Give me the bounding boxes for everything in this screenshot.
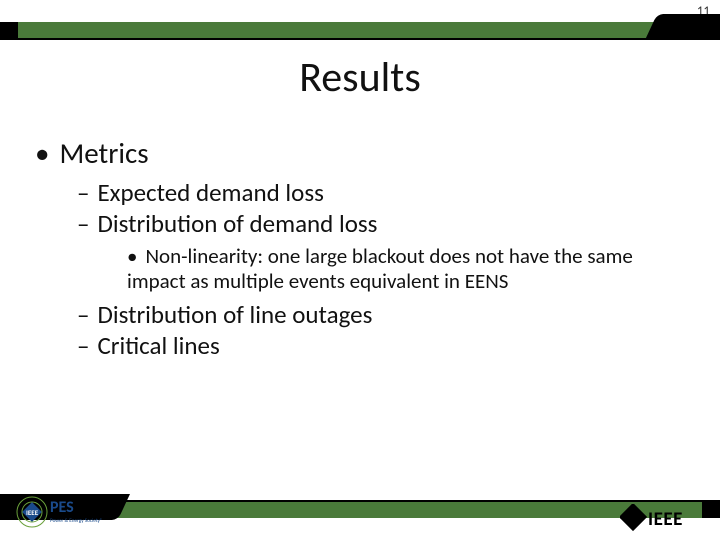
bullet-marker: – [77,299,89,330]
bullet-text: Critical lines [97,330,219,361]
top-bar-segment [18,22,660,38]
ieee-logo: IEEE [620,504,706,534]
bullet-text: Metrics [59,135,148,171]
top-bar-cap [645,14,720,40]
slide-title: Results [0,52,720,103]
bullet-text: Expected demand loss [97,177,323,208]
bottom-bar-segment [115,502,702,518]
bullet-marker: • [35,135,49,171]
pes-logo: IEEE PES Power & Energy Society® [12,490,102,538]
svg-text:Power & Energy Society®: Power & Energy Society® [50,517,102,524]
bullet-level1: • Metrics [35,135,685,171]
bullet-marker: • [127,243,137,269]
bullet-marker: – [77,177,89,208]
svg-text:IEEE: IEEE [648,508,683,531]
top-accent-bar [0,22,720,38]
bullet-level2: –Distribution of demand loss [77,208,685,239]
top-bar-underline [0,38,720,40]
bullet-level2: –Expected demand loss [77,177,685,208]
bullet-level3: •Non-linearity: one large blackout does … [127,244,665,295]
top-bar-segment [0,22,18,38]
bullet-level2: –Critical lines [77,330,685,361]
bullet-level2: –Distribution of line outages [77,299,685,330]
bullet-text: Distribution of line outages [97,299,372,330]
svg-text:PES: PES [50,498,74,517]
bullet-marker: – [77,208,89,239]
bullet-text: Distribution of demand loss [97,208,377,239]
bullet-marker: – [77,330,89,361]
svg-text:IEEE: IEEE [26,508,39,517]
bottom-accent-bar [0,502,720,518]
slide-body: •Metrics –Expected demand loss –Distribu… [35,135,685,361]
bullet-text: Non-linearity: one large blackout does n… [127,243,633,295]
